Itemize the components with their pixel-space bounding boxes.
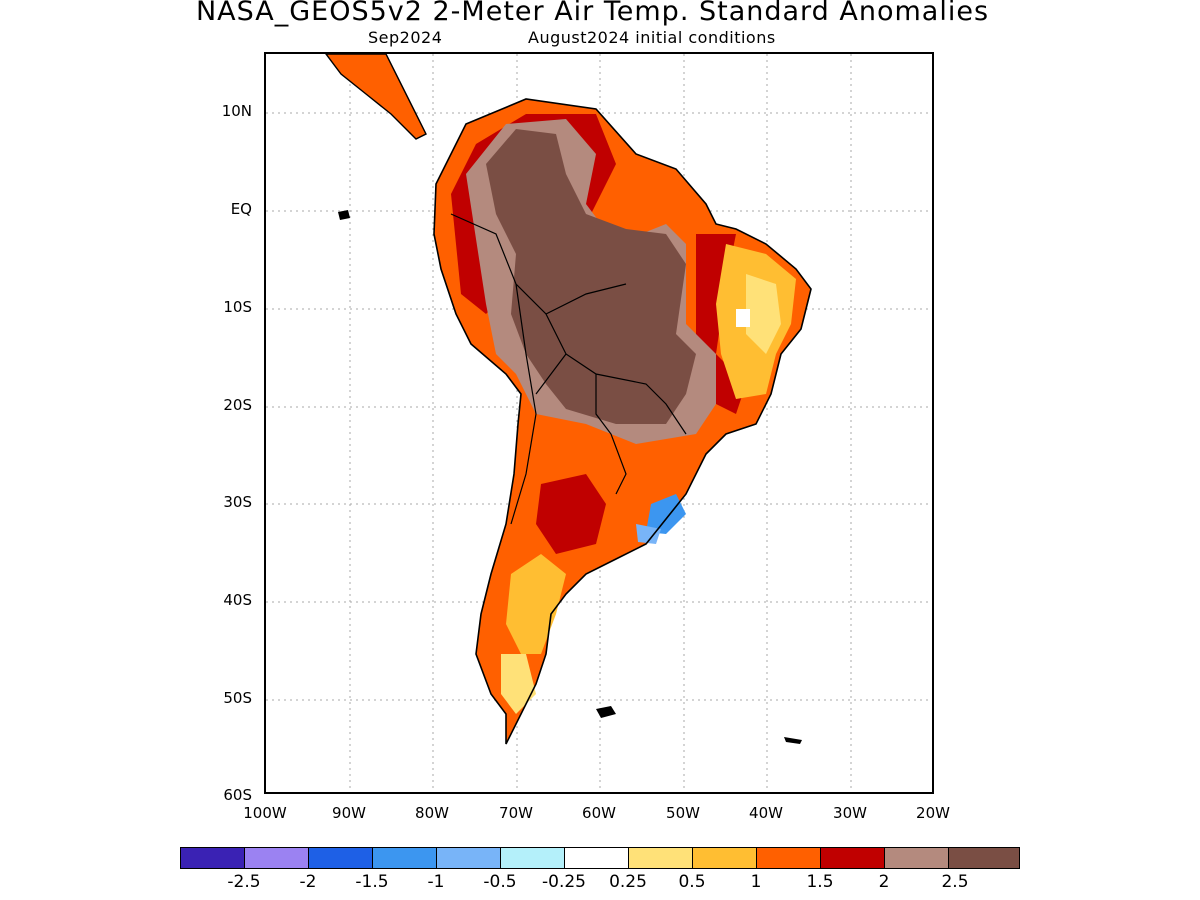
lon-label: 90W — [332, 804, 366, 822]
colorbar-swatch — [308, 847, 373, 869]
colorbar-label: 0.25 — [609, 872, 647, 892]
anomaly-map — [266, 54, 932, 792]
colorbar-label: -0.5 — [483, 872, 517, 892]
colorbar-swatch — [756, 847, 821, 869]
lon-label: 30W — [833, 804, 867, 822]
central-america — [325, 54, 427, 140]
lon-label: 100W — [243, 804, 287, 822]
country-borders — [450, 213, 687, 525]
colorbar-swatch — [244, 847, 309, 869]
lat-label: 60S — [223, 786, 252, 804]
lat-label: 40S — [223, 591, 252, 609]
colorbar-label: -2 — [299, 872, 317, 892]
lat-label: 10N — [221, 102, 252, 120]
colorbar-label: 1 — [750, 872, 762, 892]
lon-label: 70W — [499, 804, 533, 822]
colorbar-swatch — [628, 847, 693, 869]
lon-label: 50W — [666, 804, 700, 822]
lat-label: 30S — [223, 493, 252, 511]
anomaly-darkbrown — [486, 129, 696, 424]
lon-label: 60W — [582, 804, 616, 822]
anomaly-blue — [646, 494, 686, 534]
colorbar-swatch — [884, 847, 949, 869]
colorbar-swatch — [372, 847, 437, 869]
galapagos-islands — [338, 210, 350, 220]
colorbar-swatch — [820, 847, 885, 869]
colorbar-label: 2.5 — [941, 872, 969, 892]
coastline — [433, 98, 812, 745]
lat-label: EQ — [230, 200, 252, 218]
colorbar-label: 1.5 — [806, 872, 834, 892]
colorbar-label: -2.5 — [227, 872, 261, 892]
lon-label: 80W — [415, 804, 449, 822]
colorbar-swatch — [436, 847, 501, 869]
south-georgia — [784, 737, 802, 744]
colorbar-swatch — [564, 847, 629, 869]
colorbar-label: -1 — [427, 872, 445, 892]
colorbar-swatch — [948, 847, 1020, 869]
lon-label: 40W — [749, 804, 783, 822]
map-frame — [264, 52, 934, 794]
valid-month: Sep2024 — [368, 28, 443, 47]
lat-label: 10S — [223, 298, 252, 316]
colorbar-swatch — [180, 847, 245, 869]
colorbar-label: 0.5 — [678, 872, 706, 892]
colorbar-swatch — [500, 847, 565, 869]
map-title: NASA_GEOS5v2 2-Meter Air Temp. Standard … — [195, 0, 990, 27]
lat-label: 20S — [223, 396, 252, 414]
lon-label: 20W — [916, 804, 950, 822]
colorbar-label: -0.25 — [542, 872, 586, 892]
falkland-islands — [596, 706, 616, 718]
colorbar-label: -1.5 — [355, 872, 389, 892]
colorbar-swatch — [692, 847, 757, 869]
lat-label: 50S — [223, 689, 252, 707]
colorbar-label: 2 — [878, 872, 890, 892]
initial-conditions: August2024 initial conditions — [528, 28, 776, 47]
